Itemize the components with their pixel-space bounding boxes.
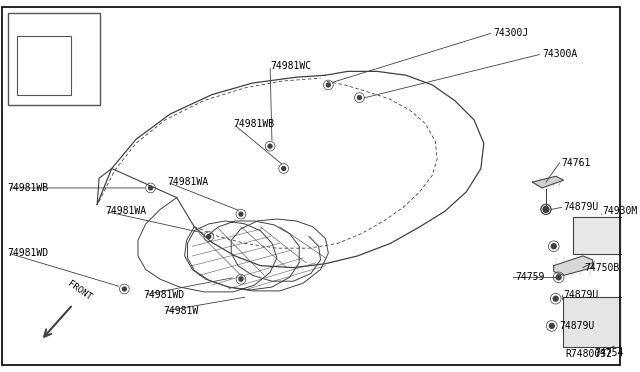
Circle shape bbox=[122, 287, 126, 291]
Text: 74981WB: 74981WB bbox=[8, 183, 49, 193]
Text: 74981WD: 74981WD bbox=[144, 290, 185, 300]
Bar bbox=[573, 217, 627, 254]
Text: 74981WA: 74981WA bbox=[167, 177, 208, 187]
Text: 74750B: 74750B bbox=[585, 263, 620, 273]
Circle shape bbox=[268, 144, 272, 148]
Text: 74981W: 74981W bbox=[163, 306, 198, 316]
Circle shape bbox=[358, 96, 362, 100]
Polygon shape bbox=[532, 176, 563, 188]
Circle shape bbox=[239, 277, 243, 281]
Polygon shape bbox=[554, 256, 593, 275]
Circle shape bbox=[556, 275, 561, 280]
Text: 74761: 74761 bbox=[561, 158, 591, 168]
Circle shape bbox=[326, 83, 330, 87]
Circle shape bbox=[549, 324, 554, 328]
Bar bbox=[563, 297, 640, 347]
Text: 74879U: 74879U bbox=[563, 202, 598, 212]
Text: R7480032: R7480032 bbox=[565, 349, 612, 359]
Text: 74879U: 74879U bbox=[559, 321, 595, 331]
Circle shape bbox=[239, 212, 243, 216]
Circle shape bbox=[282, 167, 285, 170]
Text: 74892R: 74892R bbox=[13, 29, 49, 39]
Text: 74981WB: 74981WB bbox=[233, 119, 275, 129]
Text: 74930M: 74930M bbox=[602, 206, 637, 216]
Bar bbox=[17, 36, 71, 95]
Text: 74879U: 74879U bbox=[563, 290, 598, 300]
Text: 74759: 74759 bbox=[515, 272, 544, 282]
Text: FRONT: FRONT bbox=[66, 279, 93, 302]
Text: 74981WC: 74981WC bbox=[270, 61, 311, 71]
Circle shape bbox=[207, 235, 211, 238]
Circle shape bbox=[551, 244, 556, 248]
Circle shape bbox=[543, 206, 549, 212]
Circle shape bbox=[543, 207, 548, 212]
Text: 74981WA: 74981WA bbox=[105, 206, 146, 216]
Text: 74981WD: 74981WD bbox=[8, 248, 49, 258]
Bar bbox=[8, 13, 100, 105]
Circle shape bbox=[148, 186, 152, 190]
Circle shape bbox=[553, 296, 558, 301]
Text: 74300A: 74300A bbox=[542, 49, 577, 59]
Text: 74754: 74754 bbox=[595, 348, 624, 358]
Text: 74300J: 74300J bbox=[493, 28, 529, 38]
